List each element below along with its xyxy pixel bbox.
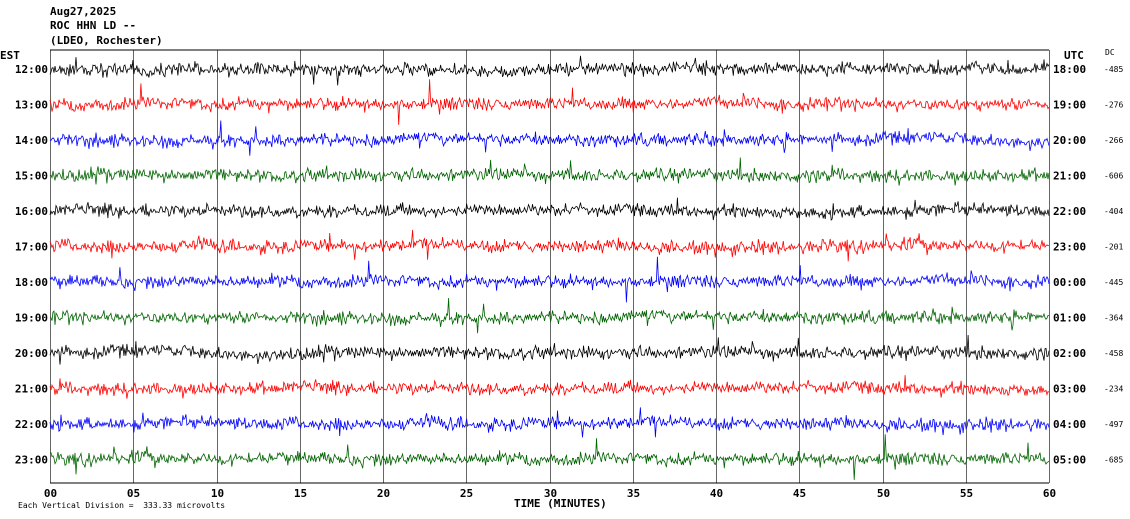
utc-label-0: 18:00 [1053,63,1086,76]
trace-row-11 [50,434,1050,480]
trace-row-0 [49,55,1050,86]
x-tick-label-45: 45 [793,487,806,500]
scale-note: Each Vertical Division = 333.33 microvol… [18,501,226,510]
est-label-9: 21:00 [15,383,48,396]
dc-value-2: -266 [1104,136,1123,145]
trace-row-8 [49,334,1050,365]
utc-label-8: 02:00 [1053,347,1086,360]
x-axis-title: TIME (MINUTES) [514,497,607,510]
est-label-1: 13:00 [15,99,48,112]
trace-row-1 [49,79,1050,125]
trace-row-9 [49,375,1050,399]
est-label-0: 12:00 [15,63,48,76]
utc-label-11: 05:00 [1053,454,1086,467]
dc-value-4: -404 [1104,207,1123,216]
trace-row-5 [49,229,1050,262]
dc-value-10: -497 [1104,420,1123,429]
seismic-traces [49,55,1050,480]
utc-label-10: 04:00 [1053,418,1086,431]
utc-label-7: 01:00 [1053,312,1086,325]
est-label-7: 19:00 [15,312,48,325]
est-label-2: 14:00 [15,134,48,147]
est-label-10: 22:00 [15,418,48,431]
dc-column-label: DC [1105,48,1115,57]
trace-row-10 [49,407,1050,438]
est-label-8: 20:00 [15,347,48,360]
x-tick-label-25: 25 [460,487,473,500]
trace-row-7 [49,297,1050,334]
utc-label-2: 20:00 [1053,134,1086,147]
dc-value-8: -458 [1104,349,1123,358]
est-label-11: 23:00 [15,454,48,467]
x-tick-label-15: 15 [294,487,307,500]
trace-row-4 [49,197,1050,221]
dc-value-1: -276 [1104,101,1123,110]
header-network: (LDEO, Rochester) [50,34,163,47]
x-tick-label-50: 50 [877,487,890,500]
trace-row-2 [49,120,1050,156]
x-tick-label-35: 35 [627,487,640,500]
utc-label-1: 19:00 [1053,99,1086,112]
x-tick-label-55: 55 [960,487,973,500]
x-tick-label-40: 40 [710,487,723,500]
est-label-5: 17:00 [15,241,48,254]
est-label-6: 18:00 [15,276,48,289]
utc-label-4: 22:00 [1053,205,1086,218]
utc-axis-label: UTC [1064,49,1084,62]
utc-label-3: 21:00 [1053,170,1086,183]
dc-value-7: -364 [1104,314,1123,323]
trace-row-3 [49,157,1050,186]
utc-label-5: 23:00 [1053,241,1086,254]
dc-value-5: -201 [1104,243,1123,252]
grid-lines [50,49,1050,484]
dc-value-11: -685 [1104,456,1123,465]
utc-label-9: 03:00 [1053,383,1086,396]
header-date: Aug27,2025 [50,5,117,18]
x-tick-label-05: 05 [127,487,140,500]
x-tick-label-30: 30 [544,487,557,500]
est-label-3: 15:00 [15,170,48,183]
x-tick-label-20: 20 [377,487,390,500]
dc-value-3: -606 [1104,172,1123,181]
dc-value-9: -234 [1104,385,1123,394]
utc-label-6: 00:00 [1053,276,1086,289]
est-axis-label: EST [0,49,20,62]
dc-value-6: -445 [1104,278,1123,287]
axis-labels: 00 05 10 15 20 25 30 35 40 45 50 55 60 12:00 18:00 -485… [15,63,1124,500]
x-tick-label-00: 00 [44,487,57,500]
header-station: ROC HHN LD -- [50,19,137,32]
x-tick-label-60: 60 [1043,487,1056,500]
x-tick-label-10: 10 [211,487,224,500]
dc-value-0: -485 [1104,65,1123,74]
trace-row-6 [49,256,1050,303]
est-label-4: 16:00 [15,205,48,218]
